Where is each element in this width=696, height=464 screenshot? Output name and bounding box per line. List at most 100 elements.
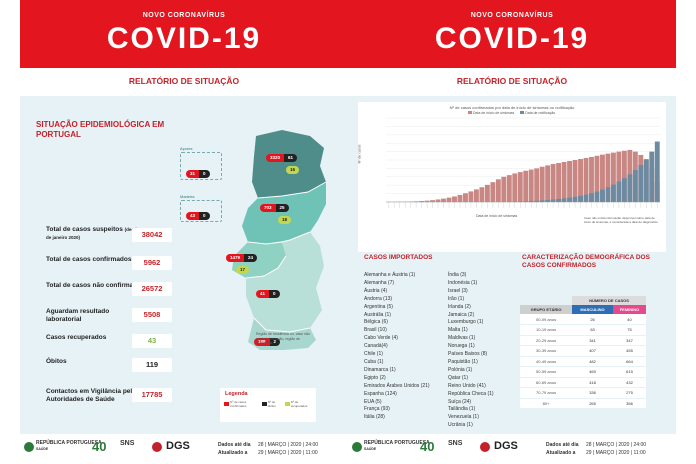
madeira-label: Madeira <box>180 194 195 199</box>
chart-bar-onset <box>539 166 545 202</box>
report-title-left: RELATÓRIO DE SITUAÇÃO <box>128 76 240 86</box>
chart-plot <box>386 117 660 208</box>
lvt-values: 1479 24 <box>226 254 258 262</box>
table-row: 70-79 anos 336 275 <box>520 387 646 399</box>
chart-bar-notification <box>649 151 655 202</box>
chart-bar-notification <box>539 200 545 202</box>
imported-country: Tailândia (1) <box>448 406 476 413</box>
chart-legend: Data de início de sintomas Data de notif… <box>468 111 555 115</box>
imported-country: Ucrânia (1) <box>448 422 473 429</box>
imported-country: Paquistão (1) <box>448 358 478 365</box>
cell-age: 40-49 anos <box>520 356 573 367</box>
stat-value: 26572 <box>132 282 172 296</box>
imported-country: Jamaica (2) <box>448 311 475 318</box>
banner-right: NOVO CORONAVÍRUS COVID-19 <box>348 0 676 68</box>
norte-recovered: 16 <box>286 166 300 174</box>
imported-country: Noruega (1) <box>448 343 475 350</box>
imported-country: Índia (3) <box>448 272 467 278</box>
data-value: 28 | MARÇO | 2020 | 24:00 <box>258 442 319 448</box>
alentejo-deaths: 0 <box>269 290 280 298</box>
imported-title: CASOS IMPORTADOS <box>364 254 433 261</box>
cell-age: 10-19 anos <box>520 324 573 336</box>
portugal-map <box>232 130 327 350</box>
imported-country: EUA (5) <box>364 398 382 405</box>
imported-country: Austrália (1) <box>364 311 391 318</box>
logo-sns: SNS <box>448 440 463 447</box>
table-row: 80+ 265 356 <box>520 398 646 409</box>
republica-emblem-icon <box>352 442 362 452</box>
imported-country: Qatar (1) <box>448 374 469 381</box>
chart-bar-onset <box>578 158 583 202</box>
imported-country: Alemanha e Áustria (1) <box>364 272 416 278</box>
cell-f: 275 <box>612 387 646 399</box>
lvt-recovered: 17 <box>236 266 250 274</box>
logo-dgs: DGS <box>166 440 190 452</box>
chart-bar-notification <box>605 187 611 202</box>
banner-kicker: NOVO CORONAVÍRUS <box>142 12 226 19</box>
chart-bar-onset <box>468 191 474 202</box>
chart-bar-notification <box>556 198 562 202</box>
table-row: 10-19 anos 63 75 <box>520 324 646 336</box>
chart-bar-onset <box>550 164 556 202</box>
logo-republica-sub: SAÚDE <box>36 447 49 451</box>
chart-bar-onset <box>523 170 529 202</box>
table-row: 00-09 anos 26 40 <box>520 314 646 325</box>
imported-country: Luxemburgo (1) <box>448 319 484 326</box>
cell-age: 20-29 anos <box>520 335 573 346</box>
region-norte <box>252 130 326 198</box>
cell-m: 407 <box>572 345 613 357</box>
imported-country: Andorra (13) <box>364 295 393 302</box>
chart-legend-notif-label: Data de notificação <box>525 111 556 115</box>
imported-country: Suíça (24) <box>448 398 472 405</box>
update-label: Atualizado a <box>546 450 576 456</box>
stat-value: 17785 <box>132 388 172 402</box>
table-row: 60-69 anos 418 432 <box>520 377 646 388</box>
imported-country: Argentina (5) <box>364 303 393 310</box>
imported-country: Polónia (1) <box>448 366 473 373</box>
chart-bar-onset <box>583 157 589 202</box>
centro-recovered: 18 <box>278 216 292 224</box>
chart-bar-onset <box>567 161 573 202</box>
chart-bar-onset <box>501 176 507 202</box>
legend-item-recovered: Nº de recuperados <box>284 400 312 408</box>
imported-country: Irão (1) <box>448 295 465 302</box>
chart-bar-onset <box>473 189 479 202</box>
chart-bar-onset <box>408 201 414 202</box>
male-header: MASCULINO <box>572 305 613 314</box>
chart-bar-onset <box>484 184 490 202</box>
logo-sns: SNS <box>120 440 135 447</box>
dgs-emblem-icon <box>152 442 162 452</box>
imported-country: Canadá(4) <box>364 343 388 350</box>
chart-bar-onset <box>572 160 578 202</box>
imported-country: Reino Unido (41) <box>448 382 486 389</box>
stat-label-text: Aguardam resultado laboratorial <box>46 308 110 323</box>
madeira-deaths: 0 <box>199 212 210 220</box>
chart-bar-notification <box>534 200 540 202</box>
map-note: Região de residência ou, caso não exista… <box>256 332 310 345</box>
cell-m: 469 <box>572 366 613 378</box>
left-panel: SITUAÇÃO EPIDEMIOLÓGICA EM PORTUGAL Tota… <box>20 96 348 434</box>
chart-bar-onset <box>517 172 523 202</box>
cell-m: 341 <box>572 335 613 346</box>
cell-age: 30-39 anos <box>520 345 573 357</box>
logo-dgs: DGS <box>494 440 518 452</box>
stat-label: Total de casos não confirmados <box>46 282 146 290</box>
cell-m: 482 <box>572 356 613 367</box>
chart-bar-onset <box>512 173 518 202</box>
imported-list-1: Alemanha e Áustria (1) Alemanha (7) Áustri… <box>364 272 430 422</box>
update-value: 29 | MARÇO | 2020 | 11:00 <box>258 450 318 456</box>
lvt-cases: 1479 <box>226 254 245 262</box>
imported-country: Bélgica (6) <box>364 319 388 326</box>
imported-country: Dinamarca (1) <box>364 366 396 373</box>
imported-list-2: Índia (3) Indonésia (1) Israel (3) Irão (1)… <box>448 272 494 430</box>
footer-left: REPÚBLICA PORTUGUESA SAÚDE 40 SNS DGS Dad… <box>20 436 348 464</box>
logo-40: 40 <box>92 439 107 454</box>
map-legend: Legenda Nº de casos confirmados Nº de ób… <box>220 388 316 422</box>
table-row: 50-59 anos 469 615 <box>520 366 646 378</box>
cell-f: 432 <box>612 377 646 388</box>
cell-age: 80+ <box>520 398 573 409</box>
stat-label-text: Contactos em Vigilância pelas Autoridade… <box>46 388 140 403</box>
centro-deaths: 25 <box>275 204 289 212</box>
age-header: GRUPO ETÁRIO <box>520 305 573 314</box>
chart-bar-onset <box>605 153 611 202</box>
